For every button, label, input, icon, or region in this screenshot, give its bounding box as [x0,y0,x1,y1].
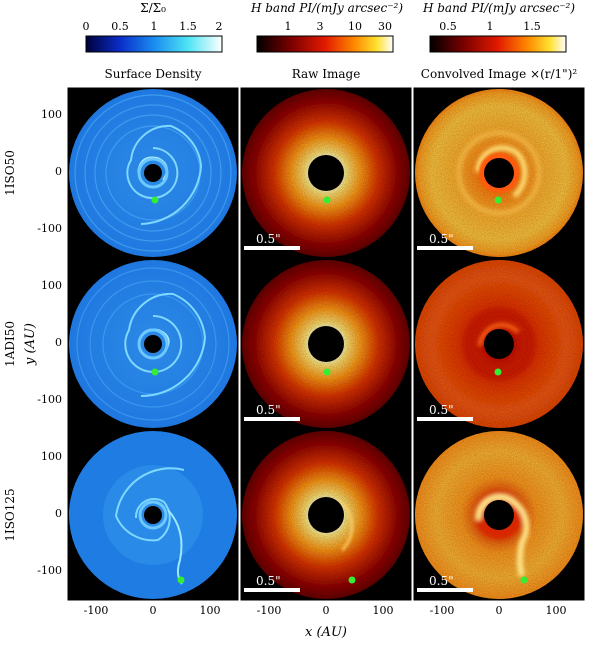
tick-label: 30 [378,20,392,33]
colorbar-ticks: 0.5 1 1.5 [439,20,541,33]
tick-label: 0 [83,20,90,33]
colorbar-surface-density: Σ/Σ₀ 0 0.5 1 1.5 2 [83,1,223,53]
panel-row3-surface-density [68,430,238,600]
panel-row1-surface-density [68,88,238,258]
planet-marker [151,196,159,204]
scale-bar-label: 0.5" [429,232,454,246]
tick-label: 1 [487,20,494,33]
row-label-1ISO125: 1ISO125 [3,488,17,541]
panel-row1-convolved-image: 0.5" [414,88,584,258]
planet-marker [323,196,331,204]
planet-marker [323,368,331,376]
colorbar-raw-image: H band PI/(mJy arcsec⁻²) 1 3 10 30 [250,1,403,53]
y-tick-label: -100 [37,222,62,235]
planet-marker [520,576,528,584]
x-tick-label: 0 [496,604,503,617]
row-label-1ADI50: 1ADI50 [3,321,17,367]
scale-bar-label: 0.5" [256,232,281,246]
column-title-raw-image: Raw Image [292,67,361,81]
y-tick-label: 100 [41,279,62,292]
x-tick-labels: -100 0 100 -100 0 100 -100 0 100 [84,604,567,617]
colorbar-label: Σ/Σ₀ [140,1,166,15]
x-tick-label: -100 [257,604,282,617]
y-tick-label: 100 [41,108,62,121]
scale-bar [244,417,300,421]
x-tick-label: 100 [546,604,567,617]
panel-row2-surface-density [68,259,238,429]
column-title-surface-density: Surface Density [105,67,202,81]
tick-label: 1 [285,20,292,33]
scale-bar [244,588,300,592]
y-tick-label: 0 [55,336,62,349]
colorbar-label: H band PI/(mJy arcsec⁻²) [422,1,575,15]
planet-marker [151,368,159,376]
colorbar-convolved-image: H band PI/(mJy arcsec⁻²) 0.5 1 1.5 [422,1,575,53]
scale-bar [417,588,473,592]
scale-bar-label: 0.5" [256,403,281,417]
x-tick-label: -100 [430,604,455,617]
scale-bar-label: 0.5" [429,574,454,588]
panel-row3-raw-image: 0.5" [241,430,411,600]
tick-label: 10 [348,20,362,33]
y-tick-labels: 100 0 -100 100 0 -100 100 0 -100 [37,108,62,577]
tick-label: 1 [151,20,158,33]
tick-label: 1.5 [179,20,197,33]
tick-label: 2 [216,20,223,33]
x-tick-label: 100 [373,604,394,617]
panel-row1-raw-image: 0.5" [241,88,411,258]
planet-marker [348,576,356,584]
panel-frames [67,87,585,601]
panel-row3-convolved-image: 0.5" [414,430,584,600]
colorbar-label: H band PI/(mJy arcsec⁻²) [250,1,403,15]
x-tick-label: -100 [84,604,109,617]
x-tick-label: 0 [323,604,330,617]
y-tick-label: 0 [55,507,62,520]
tick-label: 3 [317,20,324,33]
y-axis-label: y (AU) [23,323,38,366]
y-tick-label: -100 [37,393,62,406]
x-tick-label: 0 [150,604,157,617]
scale-bar-label: 0.5" [256,574,281,588]
scale-bar [417,246,473,250]
scale-bar [244,246,300,250]
tick-label: 0.5 [439,20,457,33]
panel-row2-convolved-image: 0.5" [414,259,584,429]
planet-marker [494,196,502,204]
scale-bar-label: 0.5" [429,403,454,417]
y-tick-label: -100 [37,564,62,577]
tick-label: 0.5 [111,20,129,33]
tick-label: 1.5 [523,20,541,33]
planet-marker [494,368,502,376]
y-tick-label: 0 [55,165,62,178]
row-label-1ISO50: 1ISO50 [3,150,17,196]
colorbar-ticks: 0 0.5 1 1.5 2 [83,20,223,33]
column-title-convolved-image: Convolved Image ×(r/1")² [421,67,578,81]
scale-bar [417,417,473,421]
x-axis-label: x (AU) [305,625,347,640]
planet-marker [177,576,185,584]
panel-row2-raw-image: 0.5" [241,259,411,429]
colorbar-ticks: 1 3 10 30 [285,20,393,33]
y-tick-label: 100 [41,450,62,463]
x-tick-label: 100 [200,604,221,617]
